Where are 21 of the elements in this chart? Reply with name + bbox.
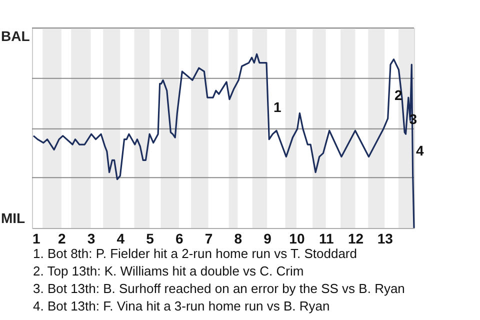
x-tick-label: 12 [348, 230, 364, 246]
x-tick-label: 1 [32, 230, 40, 246]
x-tick-label: 4 [116, 230, 125, 246]
annotation: 1 [273, 99, 282, 115]
x-tick-label: 2 [58, 230, 66, 246]
x-tick-label: 7 [204, 230, 213, 246]
x-tick-label: 10 [289, 230, 305, 246]
x-tick-label: 13 [377, 230, 394, 246]
text: 2. Top 13th: K. Williams hit a double vs C. Crim [33, 264, 304, 278]
text: 1. Bot 8th: P. Fielder hit a 2-run home run vs T. Stoddard [33, 246, 357, 261]
x-tick-label: 8 [234, 230, 242, 246]
text: BAL [1, 28, 30, 44]
x-tick-label: 9 [264, 230, 272, 246]
text: MIL [1, 210, 26, 226]
x-tick-label: 3 [87, 230, 96, 246]
x-tick-label: 11 [318, 230, 334, 246]
annotation: 4 [416, 142, 424, 158]
text: 4. Bot 13th: F. Vina hit a 3-run home run vs B. Ryan [33, 298, 330, 314]
x-tick-label: 5 [146, 230, 154, 246]
text: 3. Bot 13th: B. Surhoff reached on an error by the SS vs B. Ryan [33, 281, 405, 296]
x-tick-label: 6 [176, 230, 184, 246]
